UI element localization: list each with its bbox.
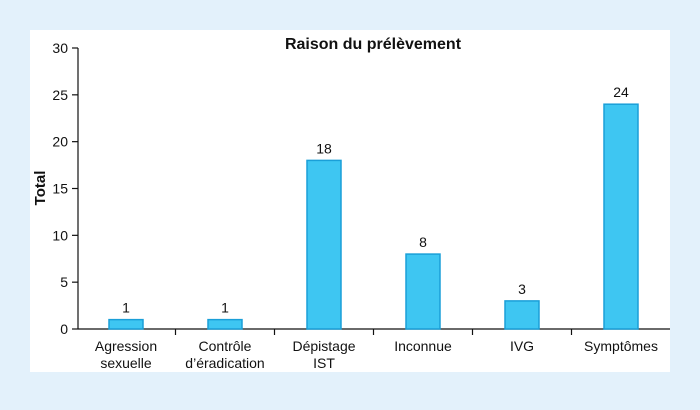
x-tick-label: Contrôle d’éradication <box>185 338 264 371</box>
y-tick-label: 0 <box>60 321 68 337</box>
bar-0 <box>108 318 144 330</box>
x-tick-label: Symptômes <box>584 338 658 354</box>
y-tick-label: 20 <box>52 134 68 150</box>
x-tick-label-line: Dépistage <box>292 338 355 354</box>
x-tick-label-line: IVG <box>510 338 534 354</box>
y-tick-label: 15 <box>52 181 68 197</box>
bars <box>108 103 639 330</box>
plot-background <box>30 30 670 372</box>
x-tick-label-line: d’éradication <box>185 355 264 371</box>
x-tick-label-line: Inconnue <box>394 338 452 354</box>
bar-value-label: 1 <box>221 300 229 316</box>
axes <box>72 47 670 335</box>
bar-value-label: 8 <box>419 234 427 250</box>
x-tick-label: Inconnue <box>394 338 452 354</box>
bar-2 <box>306 159 342 330</box>
x-tick-label: Dépistage IST <box>292 338 355 371</box>
bar-value-label: 24 <box>613 84 629 100</box>
bar-5 <box>603 103 639 330</box>
x-tick-label-line: sexuelle <box>100 355 152 371</box>
y-tick-label: 30 <box>52 40 68 56</box>
y-tick-label: 5 <box>60 274 68 290</box>
y-axis-label: Total <box>32 171 49 206</box>
bar-4 <box>504 300 540 330</box>
x-tick-label-line: Symptômes <box>584 338 658 354</box>
bar-value-label: 3 <box>518 281 526 297</box>
x-tick-label-line: Agression <box>95 338 157 354</box>
x-tick-label: IVG <box>510 338 534 354</box>
x-tick-label-line: IST <box>313 355 335 371</box>
y-tick-label: 10 <box>52 227 68 243</box>
labels: 0 5 10 15 20 25 30 1 Agression sexuelle 1 Contrôle d… <box>52 40 658 371</box>
bar-3 <box>405 253 441 330</box>
bar-value-label: 18 <box>316 140 332 156</box>
x-tick-label-line: Contrôle <box>199 338 252 354</box>
bar-1 <box>207 318 243 330</box>
bar-value-label: 1 <box>122 300 130 316</box>
y-tick-label: 25 <box>52 87 68 103</box>
chart-title: Raison du prélèvement <box>285 36 462 53</box>
x-tick-label: Agression sexuelle <box>95 338 157 371</box>
